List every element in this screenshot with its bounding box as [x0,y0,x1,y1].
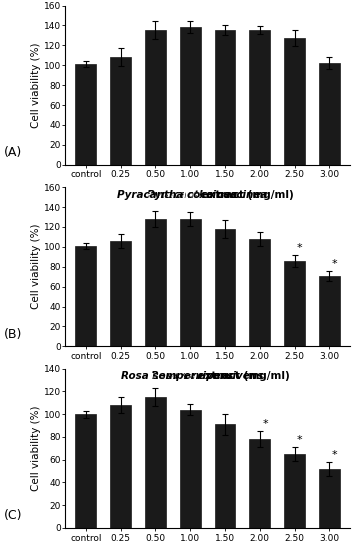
Text: extract (mg/ml): extract (mg/ml) [198,190,293,200]
Text: *: * [262,419,268,429]
Text: (B): (B) [4,328,22,341]
Bar [75,64,96,165]
Bar [214,425,235,528]
Text: *: * [297,435,303,445]
Text: Rosa sempervivens: Rosa sempervivens [121,371,233,381]
Bar [110,57,131,165]
Bar [180,28,201,165]
Text: (C): (C) [4,509,22,522]
Bar [180,219,201,346]
Bar [145,30,166,165]
Bar [319,469,340,528]
Y-axis label: Cell viability (%): Cell viability (%) [31,224,41,310]
Bar [249,239,270,346]
Text: extract (mg/ml): extract (mg/ml) [194,371,290,381]
Bar [110,405,131,528]
Text: Pyracantha coccinea: Pyracantha coccinea [147,190,268,200]
Text: Pyracantha coccinea: Pyracantha coccinea [117,190,238,200]
Text: Rosa sempervivens: Rosa sempervivens [95,371,208,381]
Y-axis label: Cell viability (%): Cell viability (%) [31,42,41,128]
Bar [110,241,131,346]
Bar [249,439,270,528]
Text: *: * [332,450,337,460]
Bar [214,30,235,165]
Text: (A): (A) [4,146,22,160]
Bar [319,276,340,346]
Bar [319,63,340,165]
Text: Rosa sempervivens: Rosa sempervivens [152,371,264,381]
Bar [214,229,235,346]
Text: Pyracantha coccinea: Pyracantha coccinea [87,190,208,200]
Bar [249,30,270,165]
Bar [75,414,96,528]
Bar [284,39,305,165]
Bar [180,410,201,528]
Text: *: * [332,258,337,269]
Bar [284,261,305,346]
Bar [284,454,305,528]
Bar [75,246,96,346]
Bar [145,397,166,528]
Bar [145,219,166,346]
Y-axis label: Cell viability (%): Cell viability (%) [31,405,41,491]
Text: *: * [297,243,303,253]
